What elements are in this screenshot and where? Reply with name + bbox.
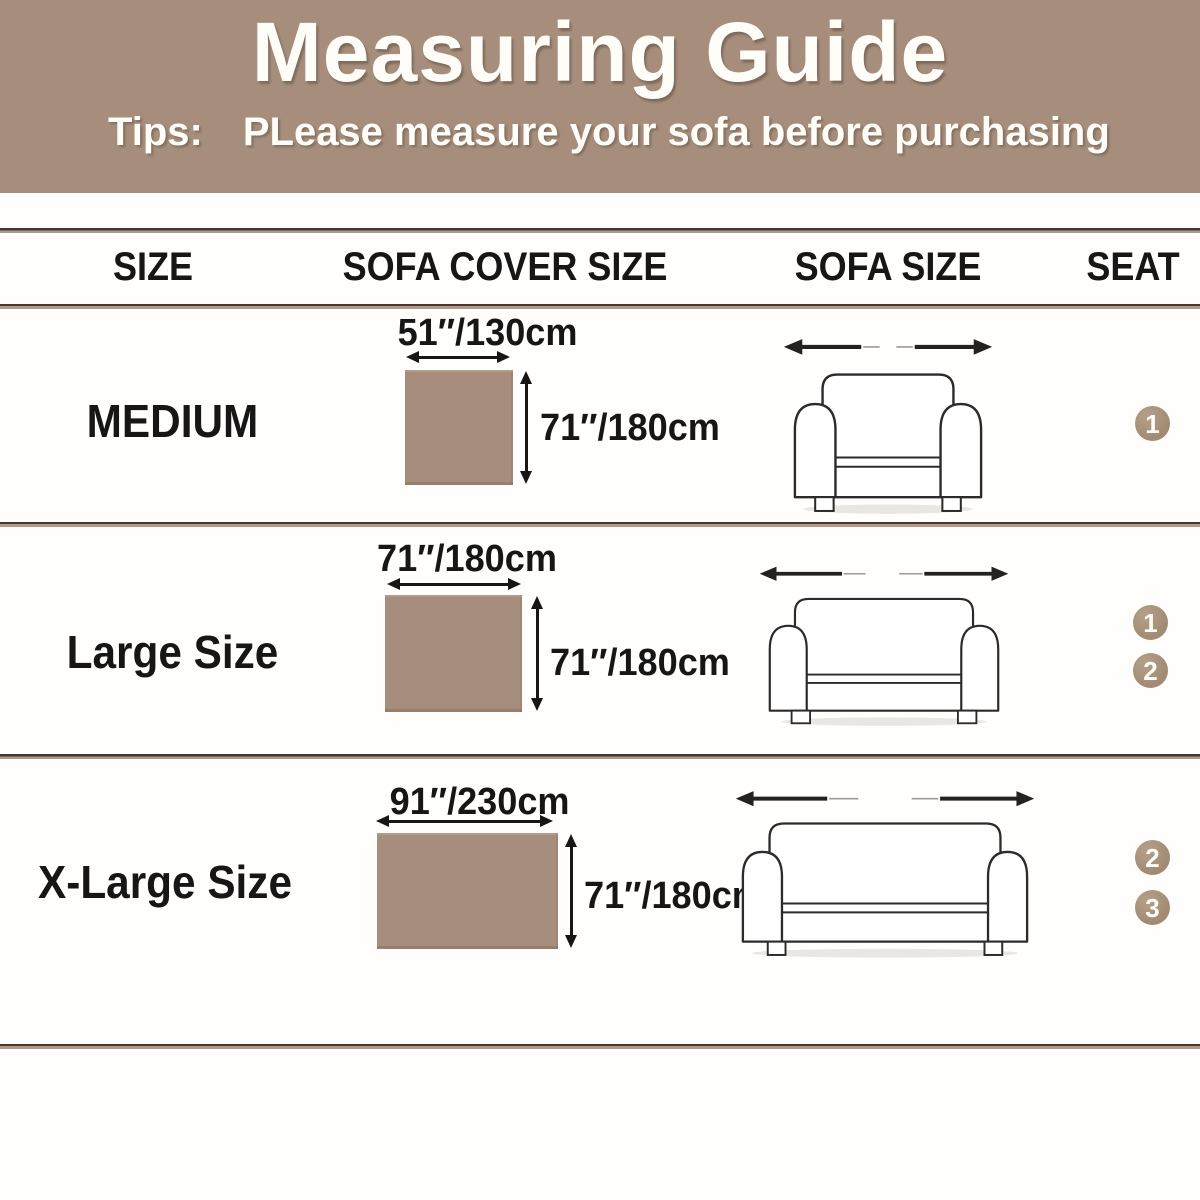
column-header-size: SIZE	[112, 245, 194, 289]
column-header-seat: SEAT	[1086, 245, 1180, 289]
height-arrow-icon	[565, 834, 577, 948]
separator	[0, 228, 1200, 233]
cover-height-label: 71″/180cm	[550, 642, 730, 684]
cover-size-swatch	[385, 595, 522, 712]
cover-width-label: 71″/180cm	[377, 538, 557, 580]
cover-size-swatch	[405, 370, 513, 485]
row-size-label: X-Large Size	[37, 856, 293, 908]
tips-label: Tips:	[108, 110, 203, 154]
row-size-label: Large Size	[66, 626, 279, 678]
loveseat-icon	[759, 566, 1009, 726]
armchair-icon	[783, 339, 993, 514]
sofa-width-arrows-icon	[783, 339, 993, 355]
cover-width-label: 51″/130cm	[397, 312, 578, 354]
sofa-width-arrows-icon	[735, 791, 1035, 807]
header-banner: Measuring Guide Tips: PLease measure you…	[0, 0, 1200, 193]
row-size-label: MEDIUM	[86, 395, 259, 447]
separator	[0, 304, 1200, 309]
column-header-sofa-size: SOFA SIZE	[794, 245, 982, 289]
cover-height-label: 71″/180cm	[584, 875, 764, 917]
width-arrow-icon	[406, 351, 510, 363]
seat-count-badge: 1	[1135, 406, 1170, 441]
cover-size-swatch	[377, 833, 558, 949]
three-seat-sofa-icon	[735, 791, 1035, 958]
sofa-width-arrows-icon	[759, 566, 1009, 581]
column-header-sofa-cover-size: SOFA COVER SIZE	[342, 245, 668, 289]
cover-width-label: 91″/230cm	[389, 781, 570, 823]
separator	[0, 522, 1200, 527]
separator	[0, 754, 1200, 759]
seat-count-badge: 1	[1133, 605, 1168, 640]
seat-count-badge: 3	[1135, 890, 1170, 925]
tips-line: Tips: PLease measure your sofa before pu…	[108, 110, 1110, 155]
separator	[0, 1044, 1200, 1049]
cover-height-label: 71″/180cm	[540, 407, 720, 449]
seat-count-badge: 2	[1133, 653, 1168, 688]
width-arrow-icon	[387, 578, 521, 590]
width-arrow-icon	[376, 815, 553, 827]
seat-count-badge: 2	[1135, 840, 1170, 875]
height-arrow-icon	[531, 596, 543, 711]
height-arrow-icon	[520, 371, 532, 484]
tips-text: PLease measure your sofa before purchasi…	[242, 110, 1110, 154]
page-title: Measuring Guide	[251, 5, 949, 99]
